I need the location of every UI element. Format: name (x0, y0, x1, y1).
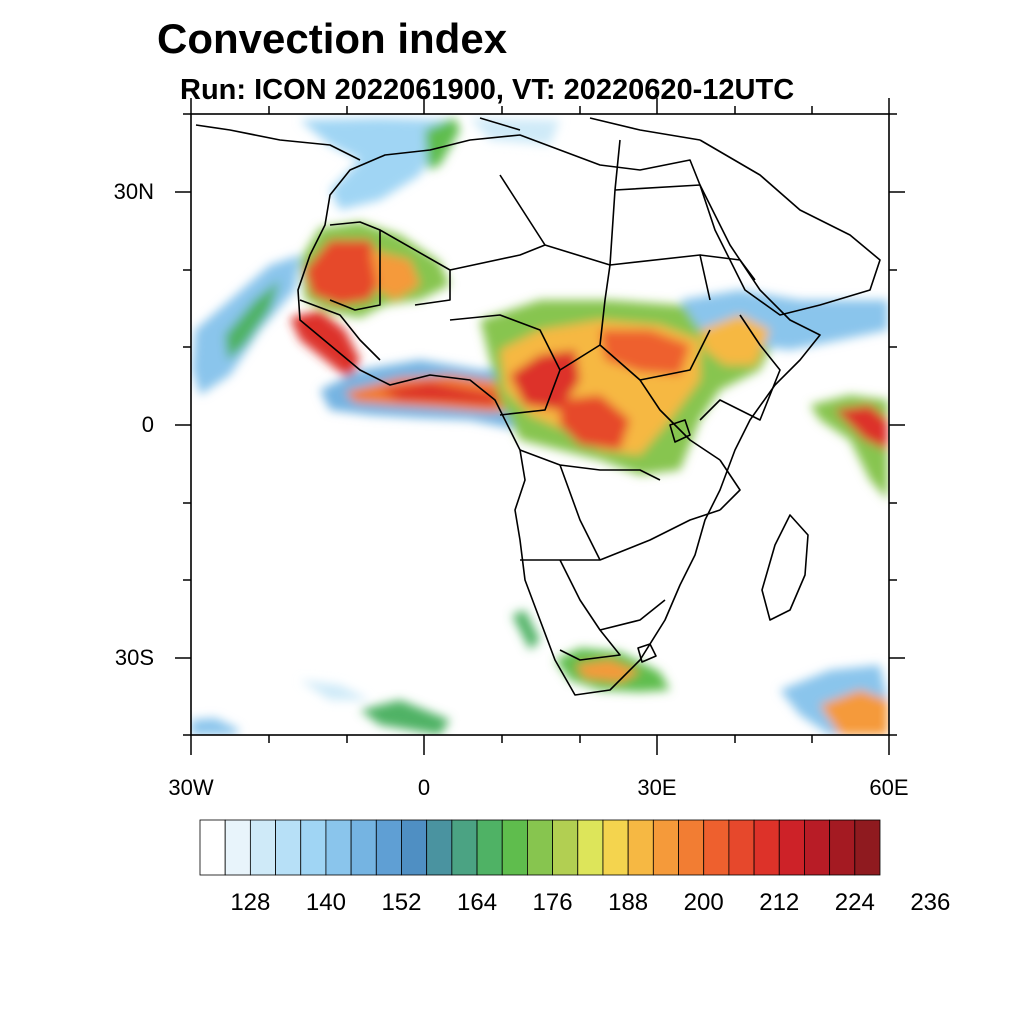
lesotho (637, 643, 657, 663)
colorbar-label-140: 140 (305, 889, 346, 916)
borders-congo (519, 449, 721, 661)
colorbar-swatch-12 (501, 819, 528, 876)
colorbar-swatch-22 (753, 819, 780, 876)
colorbar-label-224: 224 (834, 889, 875, 916)
field-satl-blue (300, 680, 370, 700)
field-ethiopia (700, 315, 770, 365)
field-central-core1 (510, 350, 580, 410)
lat-label-30n: 30N (113, 179, 154, 204)
colorbar-swatch-0 (199, 819, 226, 876)
colorbar-swatch-24 (804, 819, 831, 876)
field-satl-streak (360, 700, 450, 735)
field-sw-streak (191, 718, 240, 735)
borders-west (299, 221, 451, 361)
lat-label-30s: 30S (114, 645, 154, 670)
colorbar-swatch-21 (728, 819, 755, 876)
madagascar (761, 514, 809, 621)
colorbar-swatch-6 (350, 819, 377, 876)
colorbar-label-152: 152 (381, 889, 422, 916)
colorbar-swatch-23 (778, 819, 805, 876)
colorbar-swatch-3 (275, 819, 302, 876)
colorbar-label-200: 200 (683, 889, 724, 916)
colorbar-label-188: 188 (608, 889, 649, 916)
colorbar (199, 819, 881, 876)
colorbar-swatch-16 (602, 819, 629, 876)
field-se-core (820, 690, 888, 735)
mediterranean-north (195, 117, 701, 161)
coastlines (195, 117, 881, 696)
field-sahara-orange (370, 250, 420, 300)
colorbar-swatch-11 (476, 819, 503, 876)
colorbar-swatch-4 (300, 819, 327, 876)
colorbar-swatch-5 (325, 819, 352, 876)
field-med-band (300, 118, 450, 210)
colorbar-swatch-13 (527, 819, 553, 876)
colorbar-label-236: 236 (910, 889, 951, 916)
field-atlantic-core (225, 280, 280, 360)
colorbar-swatch-14 (552, 819, 579, 876)
colorbar-swatch-1 (224, 819, 251, 876)
colorbar-swatch-25 (829, 819, 856, 876)
colorbar-label-164: 164 (457, 889, 498, 916)
colorbar-swatch-18 (652, 819, 679, 876)
field-westcoast (290, 310, 360, 380)
field-med-blue2 (470, 118, 560, 145)
field-guinea-core (380, 382, 500, 405)
colorbar-label-176: 176 (532, 889, 573, 916)
colorbar-swatch-15 (577, 819, 604, 876)
borders-east (699, 254, 781, 511)
field-sahara-core (305, 240, 385, 305)
lon-label-30w: 30W (168, 775, 214, 800)
colorbar-swatch-8 (401, 819, 428, 876)
colorbar-swatch-2 (249, 819, 276, 876)
colorbar-swatch-9 (426, 819, 453, 876)
map-subtitle: Run: ICON 2022061900, VT: 20220620-12UTC (180, 74, 795, 106)
colorbar-label-212: 212 (759, 889, 800, 916)
colorbar-swatch-10 (451, 819, 478, 876)
arabia-coast (699, 139, 881, 316)
lon-label-0: 0 (417, 775, 431, 800)
colorbar-swatch-19 (678, 819, 705, 876)
africa-coastline (297, 134, 821, 696)
convection-field (191, 118, 888, 735)
field-cape-streak (512, 610, 540, 650)
colorbar-swatch-17 (627, 819, 654, 876)
borders-central (449, 264, 721, 461)
field-med-green (425, 118, 460, 170)
lake-victoria (669, 419, 691, 443)
lat-label-eq: 0 (141, 412, 154, 437)
field-central-core3 (560, 395, 630, 450)
colorbar-swatch-26 (854, 819, 881, 876)
map-title: Convection index (157, 15, 508, 62)
field-arabian-core (835, 405, 888, 450)
axis-ticks (175, 98, 905, 755)
lon-label-30e: 30E (637, 775, 677, 800)
colorbar-swatch-20 (703, 819, 730, 876)
lon-label-60e: 60E (869, 775, 909, 800)
borders-sahara (449, 139, 711, 301)
colorbar-label-128: 128 (230, 889, 271, 916)
colorbar-swatch-7 (375, 819, 402, 876)
